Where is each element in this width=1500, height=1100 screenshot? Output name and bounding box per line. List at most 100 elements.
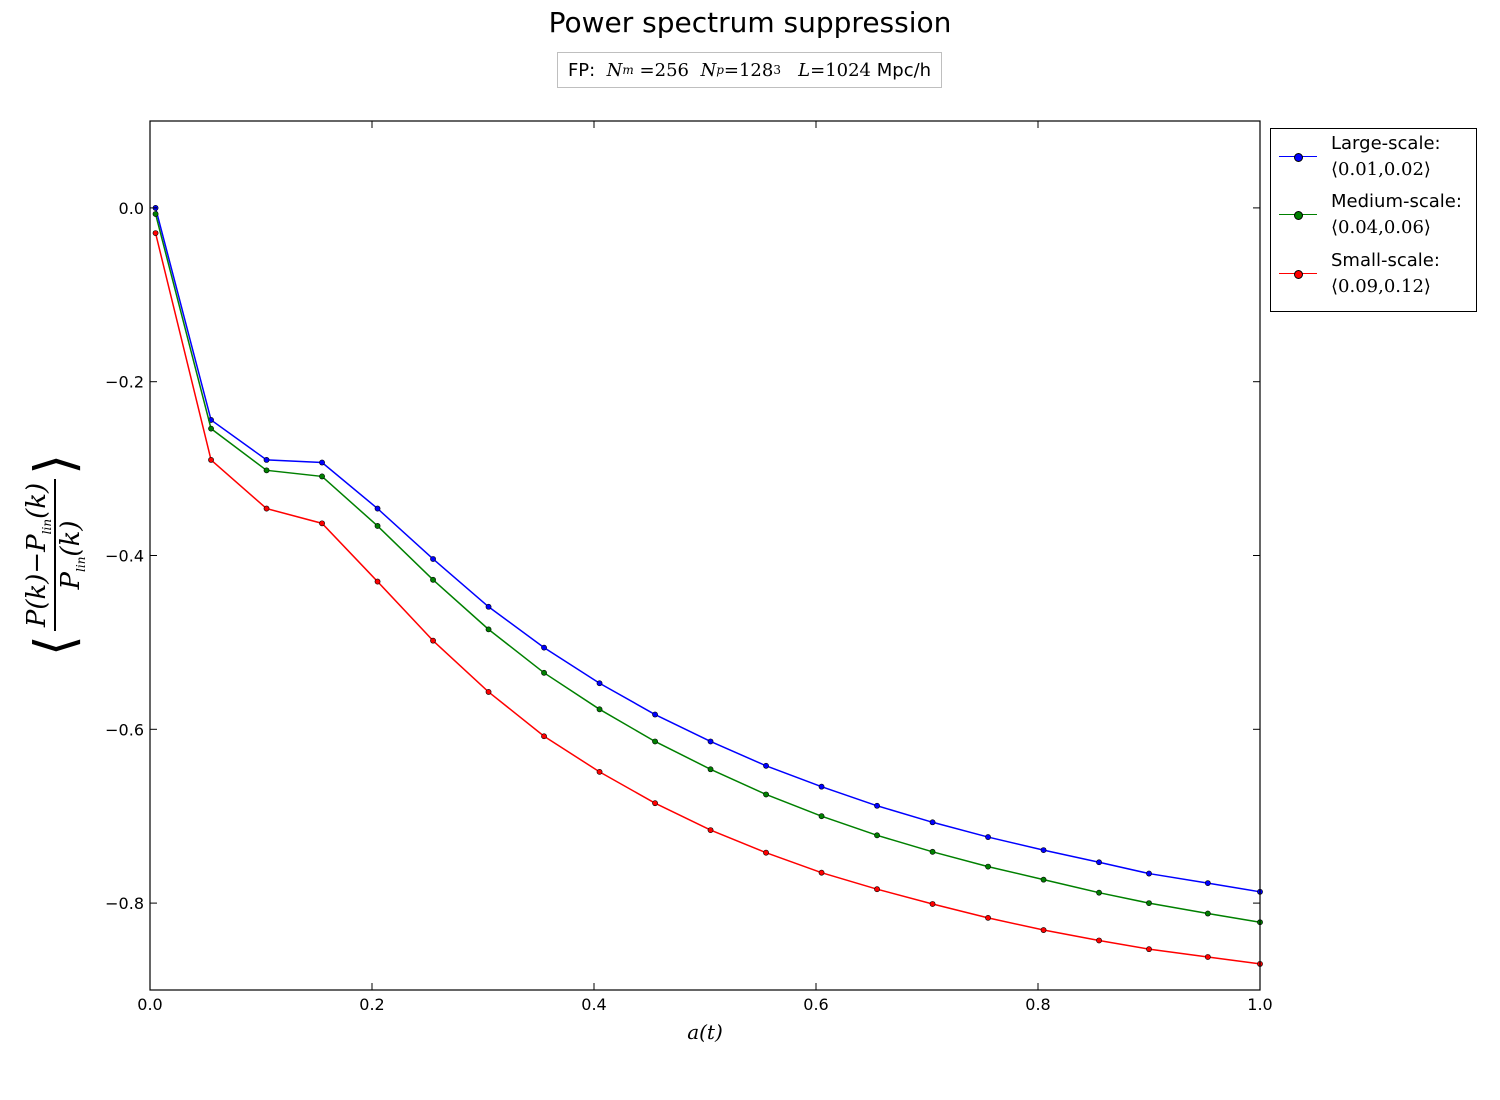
legend-entry-large-scale: Large-scale: ⟨0.01,0.02⟩ bbox=[1271, 129, 1476, 187]
data-point-medium-scale bbox=[985, 863, 991, 870]
data-point-large-scale bbox=[707, 738, 714, 745]
legend-label-medium-scale: Medium-scale: bbox=[1331, 191, 1462, 212]
data-point-small-scale bbox=[152, 230, 159, 237]
subtitle-l-value: =1024 bbox=[810, 59, 871, 81]
data-point-small-scale bbox=[652, 800, 658, 807]
series-layer bbox=[152, 204, 1263, 967]
data-point-medium-scale bbox=[374, 523, 381, 529]
data-point-large-scale bbox=[1096, 859, 1102, 866]
data-point-medium-scale bbox=[541, 669, 547, 676]
subtitle-np-exp: 3 bbox=[773, 63, 781, 77]
data-point-medium-scale bbox=[208, 425, 214, 432]
series-line-medium-scale bbox=[154, 213, 1261, 923]
data-point-medium-scale bbox=[1204, 910, 1211, 917]
data-point-large-scale bbox=[485, 603, 492, 610]
data-point-medium-scale bbox=[874, 832, 880, 839]
y-axis-label-numerator: P(k)−Plin(k) bbox=[21, 478, 56, 632]
data-point-medium-scale bbox=[707, 766, 714, 773]
subtitle-nm-value: =256 bbox=[639, 59, 689, 81]
data-point-small-scale bbox=[929, 901, 936, 907]
data-point-medium-scale bbox=[1040, 876, 1047, 883]
data-point-small-scale bbox=[985, 914, 991, 921]
legend-marker-small-scale bbox=[1294, 270, 1303, 279]
y-axis-label-right-bracket: ⟩ bbox=[23, 453, 86, 475]
x-tick-label: 0.2 bbox=[359, 995, 384, 1014]
data-point-small-scale bbox=[374, 578, 381, 585]
subtitle-nm-sub: m bbox=[622, 63, 634, 77]
data-point-small-scale bbox=[430, 637, 436, 644]
y-tick-label: −0.2 bbox=[105, 373, 144, 392]
data-point-large-scale bbox=[1040, 847, 1047, 853]
data-point-large-scale bbox=[1146, 870, 1152, 877]
data-point-large-scale bbox=[1204, 880, 1211, 887]
legend-marker-medium-scale bbox=[1294, 211, 1303, 220]
legend-marker-large-scale bbox=[1294, 153, 1303, 162]
y-tick-label: −0.8 bbox=[105, 894, 144, 913]
legend-range-medium-scale: ⟨0.04,0.06⟩ bbox=[1331, 217, 1431, 238]
chart-title: Power spectrum suppression bbox=[548, 6, 952, 39]
subtitle-np-value: =128 bbox=[723, 59, 774, 81]
data-point-medium-scale bbox=[430, 576, 436, 583]
y-tick-label: −0.6 bbox=[105, 720, 144, 739]
legend-label-small-scale: Small-scale: bbox=[1331, 250, 1440, 271]
x-tick-label: 0.8 bbox=[1025, 995, 1050, 1014]
data-point-medium-scale bbox=[596, 706, 603, 713]
subtitle-l-symbol: L bbox=[798, 59, 811, 81]
legend-entry-medium-scale: Medium-scale: ⟨0.04,0.06⟩ bbox=[1271, 187, 1476, 245]
data-point-large-scale bbox=[985, 834, 991, 840]
data-point-large-scale bbox=[818, 783, 825, 790]
legend: Large-scale: ⟨0.01,0.02⟩ Medium-scale: ⟨… bbox=[1270, 128, 1477, 312]
x-axis-label: a(t) bbox=[687, 1020, 723, 1044]
data-point-large-scale bbox=[319, 459, 325, 466]
data-point-large-scale bbox=[263, 457, 270, 463]
legend-label-large-scale: Large-scale: bbox=[1331, 133, 1441, 154]
data-point-small-scale bbox=[763, 849, 769, 856]
data-point-large-scale bbox=[652, 711, 658, 718]
series-line-small-scale bbox=[154, 232, 1261, 965]
x-tick-label: 0.4 bbox=[581, 995, 606, 1014]
data-point-medium-scale bbox=[652, 738, 658, 745]
data-point-large-scale bbox=[874, 802, 880, 809]
data-point-large-scale bbox=[541, 644, 547, 651]
data-point-small-scale bbox=[596, 768, 603, 775]
subtitle-prefix: FP: bbox=[567, 59, 596, 81]
y-tick-label: −0.4 bbox=[105, 547, 144, 566]
data-point-small-scale bbox=[263, 505, 270, 512]
data-point-small-scale bbox=[818, 869, 825, 876]
data-point-small-scale bbox=[541, 733, 547, 740]
data-point-medium-scale bbox=[485, 626, 492, 633]
legend-range-small-scale: ⟨0.09,0.12⟩ bbox=[1331, 276, 1431, 297]
subtitle-np-symbol: N bbox=[700, 59, 717, 81]
data-point-small-scale bbox=[319, 520, 325, 527]
data-point-small-scale bbox=[485, 689, 492, 695]
data-point-large-scale bbox=[430, 556, 436, 562]
data-point-medium-scale bbox=[1146, 900, 1152, 906]
y-axis-label-denominator: Plin(k) bbox=[56, 520, 89, 590]
data-point-medium-scale bbox=[929, 848, 936, 855]
y-axis-label-fraction: P(k)−Plin(k) Plin(k) bbox=[21, 478, 89, 632]
legend-entry-small-scale: Small-scale: ⟨0.09,0.12⟩ bbox=[1271, 246, 1476, 304]
subtitle-nm-symbol: N bbox=[606, 59, 623, 81]
data-point-small-scale bbox=[1204, 954, 1211, 960]
data-point-medium-scale bbox=[763, 791, 769, 798]
data-point-small-scale bbox=[208, 457, 214, 463]
x-tick-label: 0.0 bbox=[137, 995, 162, 1014]
data-point-medium-scale bbox=[263, 467, 270, 474]
data-point-medium-scale bbox=[1096, 889, 1102, 896]
data-point-large-scale bbox=[763, 762, 769, 769]
data-point-medium-scale bbox=[152, 211, 159, 217]
axes-frame bbox=[149, 120, 1261, 991]
x-tick-label: 1.0 bbox=[1247, 995, 1272, 1014]
y-axis-label-left-bracket: ⟨ bbox=[23, 635, 86, 657]
series-line-large-scale bbox=[154, 207, 1261, 893]
y-axis-label: ⟨ P(k)−Plin(k) Plin(k) ⟩ bbox=[21, 375, 89, 735]
data-point-small-scale bbox=[707, 827, 714, 834]
data-point-medium-scale bbox=[319, 473, 325, 480]
legend-range-large-scale: ⟨0.01,0.02⟩ bbox=[1331, 159, 1431, 180]
data-point-small-scale bbox=[1040, 927, 1047, 933]
x-tick-label: 0.6 bbox=[803, 995, 828, 1014]
y-tick-label: 0.0 bbox=[119, 199, 144, 218]
data-point-large-scale bbox=[374, 505, 381, 512]
data-point-medium-scale bbox=[818, 813, 825, 820]
